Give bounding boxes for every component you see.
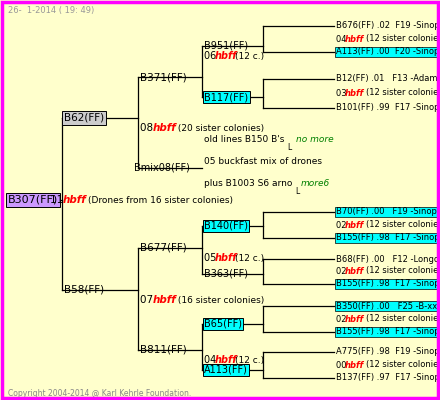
Text: hbff: hbff [215,253,238,263]
Text: A113(FF) .00  F20 -Sinop62R: A113(FF) .00 F20 -Sinop62R [336,48,440,56]
Text: 03: 03 [336,88,349,98]
Text: B70(FF) .00   F19 -Sinop62R: B70(FF) .00 F19 -Sinop62R [336,208,440,216]
Text: old lines B150 B's: old lines B150 B's [204,136,284,144]
Text: 08: 08 [140,123,156,133]
Text: B155(FF) .98  F17 -Sinop62R: B155(FF) .98 F17 -Sinop62R [336,234,440,242]
Text: B137(FF) .97  F17 -Sinop62R: B137(FF) .97 F17 -Sinop62R [336,374,440,382]
Text: L: L [287,144,291,152]
Text: hbff: hbff [153,295,177,305]
Text: B371(FF): B371(FF) [140,72,187,82]
Text: 05 buckfast mix of drones: 05 buckfast mix of drones [204,158,322,166]
Text: B58(FF): B58(FF) [64,285,104,295]
Text: hbff: hbff [345,34,364,44]
Text: hbff: hbff [153,123,177,133]
Text: B117(FF): B117(FF) [204,92,248,102]
Text: 05: 05 [204,253,220,263]
Text: (12 sister colonies): (12 sister colonies) [366,220,440,230]
Text: (20 sister colonies): (20 sister colonies) [175,124,264,132]
Text: (12 sister colonies): (12 sister colonies) [366,34,440,44]
Text: B363(FF): B363(FF) [204,269,248,279]
Text: B62(FF): B62(FF) [64,113,104,123]
Text: hbff: hbff [345,360,364,370]
Text: (Drones from 16 sister colonies): (Drones from 16 sister colonies) [88,196,233,204]
Text: more6: more6 [301,178,330,188]
Text: 11: 11 [50,195,66,205]
Text: Copyright 2004-2014 @ Karl Kehrle Foundation.: Copyright 2004-2014 @ Karl Kehrle Founda… [8,388,191,398]
Text: B155(FF) .98  F17 -Sinop62R: B155(FF) .98 F17 -Sinop62R [336,280,440,288]
Text: L: L [295,186,299,196]
Text: A113(FF): A113(FF) [204,365,248,375]
Text: plus B1003 S6 arno: plus B1003 S6 arno [204,178,292,188]
Text: (12 c.): (12 c.) [235,52,264,60]
Text: no more: no more [296,136,334,144]
Text: B677(FF): B677(FF) [140,243,187,253]
Text: (12 c.): (12 c.) [235,254,264,262]
Text: hbff: hbff [63,195,87,205]
Text: 02: 02 [336,220,349,230]
Text: B676(FF) .02  F19 -Sinop62R: B676(FF) .02 F19 -Sinop62R [336,22,440,30]
Text: (12 sister colonies): (12 sister colonies) [366,266,440,276]
Text: (16 sister colonies): (16 sister colonies) [175,296,264,304]
Text: 26-  1-2014 ( 19: 49): 26- 1-2014 ( 19: 49) [8,6,94,14]
Text: B811(FF): B811(FF) [140,345,187,355]
Text: B101(FF) .99  F17 -Sinop62R: B101(FF) .99 F17 -Sinop62R [336,104,440,112]
Text: 02: 02 [336,314,349,324]
Text: B140(FF): B140(FF) [204,221,248,231]
Text: 04: 04 [336,34,349,44]
Text: 06: 06 [204,51,220,61]
Text: Bmix08(FF): Bmix08(FF) [134,163,190,173]
Text: (12 c.): (12 c.) [235,356,264,364]
Text: (12 sister colonies): (12 sister colonies) [366,314,440,324]
Text: B12(FF) .01   F13 -Adami75R: B12(FF) .01 F13 -Adami75R [336,74,440,84]
Text: B951(FF): B951(FF) [204,41,248,51]
Text: (12 sister colonies): (12 sister colonies) [366,88,440,98]
Text: B155(FF) .98  F17 -Sinop62R: B155(FF) .98 F17 -Sinop62R [336,328,440,336]
Text: (12 sister colonies): (12 sister colonies) [366,360,440,370]
Text: hbff: hbff [215,51,238,61]
Text: hbff: hbff [345,314,364,324]
Text: 07: 07 [140,295,156,305]
Text: hbff: hbff [345,220,364,230]
Text: A775(FF) .98  F19 -Sinop62R: A775(FF) .98 F19 -Sinop62R [336,348,440,356]
Text: hbff: hbff [345,88,364,98]
Text: B350(FF) .00   F25 -B-xxx43: B350(FF) .00 F25 -B-xxx43 [336,302,440,310]
Text: 04: 04 [204,355,220,365]
Text: B68(FF) .00   F12 -Longos77R: B68(FF) .00 F12 -Longos77R [336,254,440,264]
Text: B307(FF): B307(FF) [8,195,58,205]
Text: hbff: hbff [345,266,364,276]
Text: B65(FF): B65(FF) [204,319,242,329]
Text: hbff: hbff [215,355,238,365]
Text: 02: 02 [336,266,349,276]
Text: 00: 00 [336,360,349,370]
